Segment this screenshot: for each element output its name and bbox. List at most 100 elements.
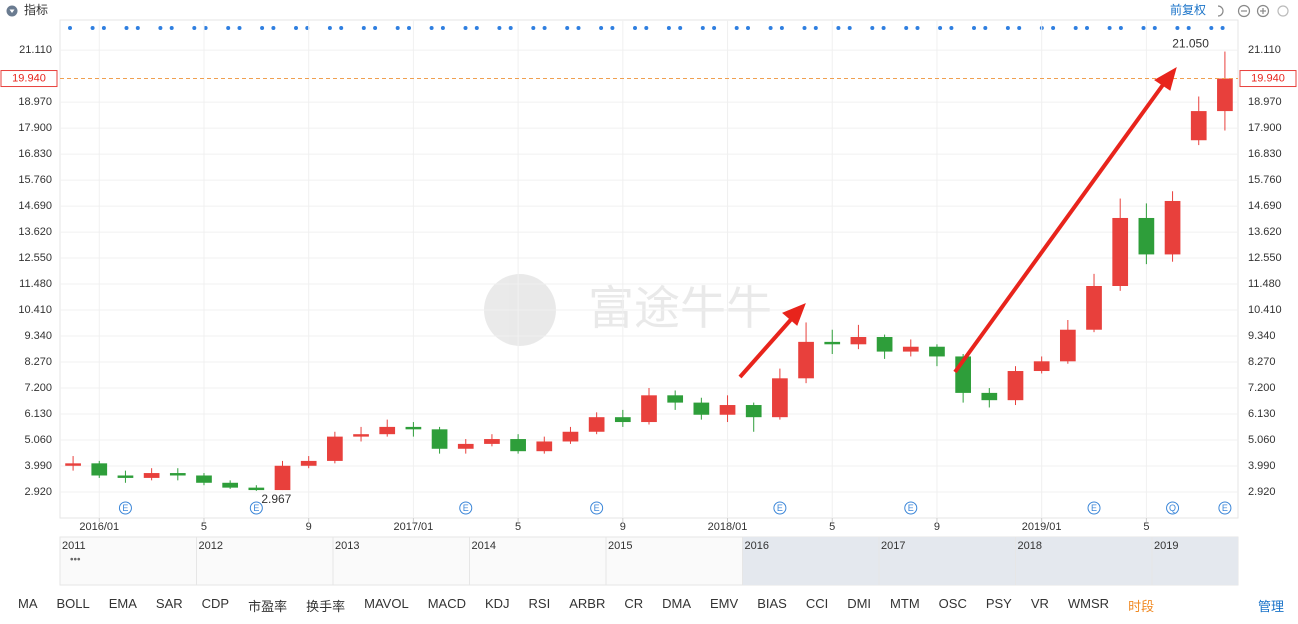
y-tick-label-right: 7.200 [1248, 382, 1276, 394]
navigator-year: 2018 [1018, 540, 1042, 552]
indicator-button[interactable]: EMA [108, 596, 137, 611]
x-tick-label: 5 [829, 521, 835, 533]
dot [327, 26, 332, 30]
event-marker [1166, 501, 1180, 515]
y-tick-label: 7.200 [24, 382, 52, 394]
y-tick-label-right: 13.620 [1248, 226, 1282, 238]
x-tick-label: 2017/01 [394, 521, 434, 533]
annotation-arrows [738, 66, 1177, 379]
dot [881, 26, 886, 30]
dot [949, 26, 954, 30]
event-label: E [253, 503, 259, 513]
last-price-tag [0, 70, 58, 88]
candle-body [431, 429, 448, 449]
header-tools[interactable] [1217, 4, 1289, 18]
indicator-button[interactable]: WMSR [1067, 596, 1110, 611]
y-tick-label-right: 15.760 [1248, 174, 1282, 186]
manage-button[interactable]: 管理 [1257, 599, 1284, 614]
indicator-button[interactable]: DMI [847, 596, 872, 611]
dot [870, 26, 875, 30]
indicator-button[interactable]: BOLL [56, 596, 90, 611]
dot [474, 26, 479, 30]
dot [158, 26, 163, 30]
header-title[interactable]: 指标 [24, 2, 48, 17]
candle-body [510, 439, 526, 452]
indicator-button[interactable]: MACD [427, 596, 466, 611]
dot [271, 26, 276, 30]
indicator-button[interactable]: 换手率 [306, 599, 346, 614]
navigator-year: 2013 [335, 540, 359, 552]
indicator-button[interactable]: MAVOL [364, 596, 409, 611]
indicator-button[interactable]: OSC [938, 596, 967, 611]
dot [938, 26, 943, 30]
indicator-button[interactable]: MTM [890, 596, 920, 611]
dot [1209, 26, 1214, 30]
candle-body [562, 431, 579, 442]
candle-body [91, 463, 108, 476]
navigator-selection[interactable] [742, 537, 1238, 585]
candle-body [850, 337, 867, 345]
candle-body [902, 346, 919, 352]
dot [1186, 26, 1191, 30]
candle-body [300, 460, 317, 466]
x-tick-label: 5 [201, 521, 207, 533]
adjust-button[interactable]: 前复权 [1170, 2, 1206, 17]
event-marker [590, 501, 604, 515]
dot [847, 26, 852, 30]
dot [802, 26, 807, 30]
dot [734, 26, 739, 30]
candle-body [169, 473, 186, 476]
dot [972, 26, 976, 30]
x-tick-label: 2018/01 [708, 521, 748, 533]
indicator-button[interactable]: DMA [662, 596, 692, 611]
dot [1220, 26, 1225, 30]
y-tick-label-right: 12.550 [1248, 252, 1282, 264]
dot [599, 26, 604, 30]
dot [1017, 26, 1022, 30]
navigator-handle[interactable]: ••• [70, 555, 81, 566]
indicator-button[interactable]: CCI [805, 596, 829, 611]
y-tick-label-right: 17.900 [1248, 122, 1282, 134]
dot [1175, 26, 1180, 30]
dot [497, 26, 502, 30]
chart: 指标 前复权 富途牛牛 2.920 2.920 3.990 3.990 5.060 5.0… [0, 2, 1297, 586]
indicator-button[interactable]: BIAS [757, 596, 787, 611]
event-marker [904, 501, 918, 515]
candle-body [588, 417, 605, 432]
dot [576, 26, 581, 30]
dot [203, 26, 208, 30]
dot [429, 26, 434, 30]
indicator-button[interactable]: CDP [201, 596, 230, 611]
indicator-button[interactable]: MA [18, 596, 38, 611]
dot [395, 26, 400, 30]
dot [712, 26, 717, 30]
indicator-button[interactable]: 市盈率 [248, 599, 288, 614]
candle-body [1190, 111, 1207, 141]
indicator-button[interactable]: 时段 [1128, 599, 1155, 614]
navigator-year: 2017 [881, 540, 905, 552]
candle-body [353, 434, 369, 437]
indicator-button[interactable]: VR [1030, 596, 1049, 611]
dot [813, 26, 818, 30]
indicator-toolbar: MA BOLL EMA SAR CDP 市盈率 换手率 MAVOL MACD KDJ RSI ARBR… [18, 596, 1173, 615]
y-tick-label: 11.480 [19, 278, 52, 290]
event-label: E [777, 503, 783, 513]
indicator-button[interactable]: KDJ [484, 596, 510, 611]
indicator-button[interactable]: SAR [155, 596, 183, 611]
navigator-year: 2011 [62, 540, 86, 552]
y-tick-label-right: 6.130 [1248, 408, 1276, 420]
indicator-button[interactable]: EMV [710, 596, 739, 611]
header-icon-arrow [9, 9, 15, 13]
dot [904, 26, 909, 30]
dot [361, 26, 366, 30]
indicator-button[interactable]: CR [624, 596, 644, 611]
dot [1152, 26, 1157, 30]
dot [644, 26, 649, 30]
indicator-button[interactable]: ARBR [569, 596, 606, 611]
candle-body [1217, 78, 1233, 112]
dot [135, 26, 140, 30]
indicator-button[interactable]: PSY [985, 596, 1012, 611]
indicator-button[interactable]: RSI [528, 596, 551, 611]
dot [1051, 26, 1056, 30]
